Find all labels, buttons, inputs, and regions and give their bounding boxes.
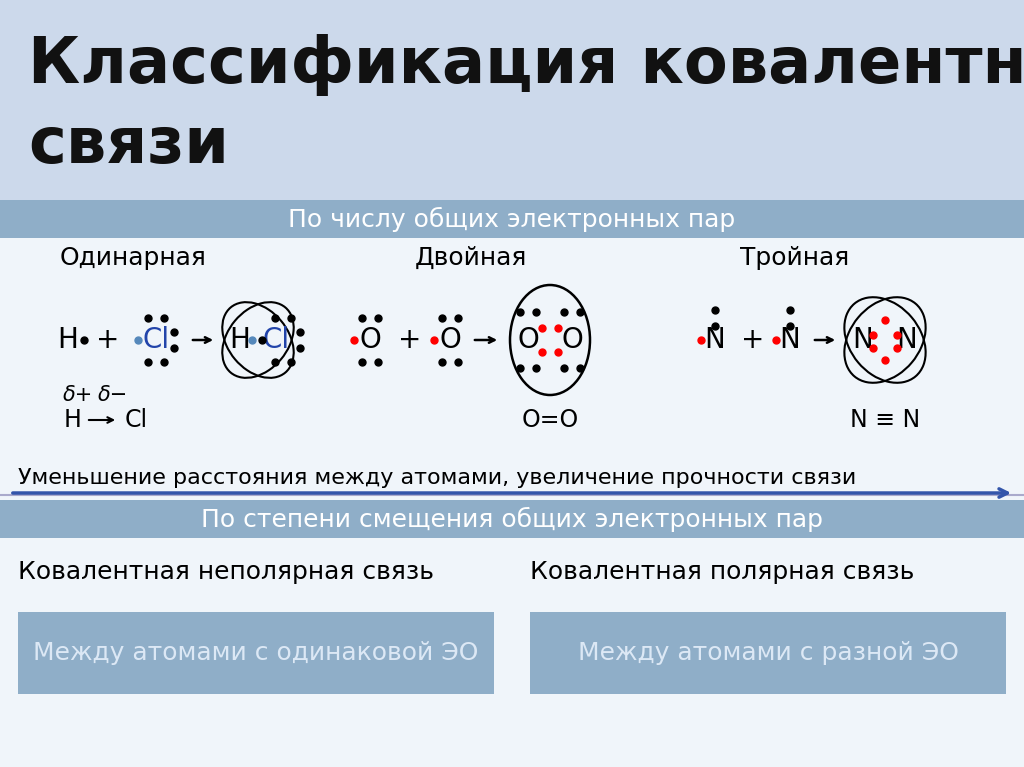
Text: δ+: δ+ (62, 385, 93, 405)
Text: H: H (65, 408, 82, 432)
Text: Одинарная: Одинарная (60, 246, 207, 270)
Text: Cl: Cl (142, 326, 170, 354)
Text: +: + (398, 326, 422, 354)
Text: O=O: O=O (521, 408, 579, 432)
Bar (0, 200, 1024, 238)
Text: O: O (359, 326, 381, 354)
Text: N: N (897, 326, 918, 354)
Text: Двойная: Двойная (415, 246, 527, 270)
Text: Cl: Cl (125, 408, 147, 432)
Text: O: O (517, 326, 539, 354)
Text: связи: связи (28, 114, 229, 176)
Text: δ−: δ− (98, 385, 128, 405)
Text: N: N (779, 326, 801, 354)
Text: Cl: Cl (262, 326, 290, 354)
Text: N: N (853, 326, 873, 354)
Bar (0, 538, 1024, 767)
Text: Между атомами с одинаковой ЭО: Между атомами с одинаковой ЭО (34, 641, 478, 665)
Text: O: O (439, 326, 461, 354)
Bar (0, 238, 1024, 490)
Text: N: N (705, 326, 725, 354)
Text: Ковалентная неполярная связь: Ковалентная неполярная связь (18, 560, 434, 584)
Text: Уменьшение расстояния между атомами, увеличение прочности связи: Уменьшение расстояния между атомами, уве… (18, 468, 856, 488)
Text: Классификация ковалентной: Классификация ковалентной (28, 34, 1024, 96)
Text: O: O (561, 326, 583, 354)
Bar (530, 612, 1006, 694)
Text: +: + (741, 326, 765, 354)
Text: Между атомами с разной ЭО: Между атомами с разной ЭО (578, 641, 958, 665)
Text: N ≡ N: N ≡ N (850, 408, 921, 432)
Bar (0, 500, 1024, 538)
Text: H: H (229, 326, 251, 354)
Bar (18, 612, 494, 694)
Text: +: + (96, 326, 120, 354)
Text: H: H (57, 326, 79, 354)
Text: По степени смещения общих электронных пар: По степени смещения общих электронных па… (201, 506, 823, 532)
Text: По числу общих электронных пар: По числу общих электронных пар (289, 206, 735, 232)
Text: Ковалентная полярная связь: Ковалентная полярная связь (530, 560, 914, 584)
Text: Тройная: Тройная (740, 246, 849, 270)
Bar (0, 0, 1024, 200)
